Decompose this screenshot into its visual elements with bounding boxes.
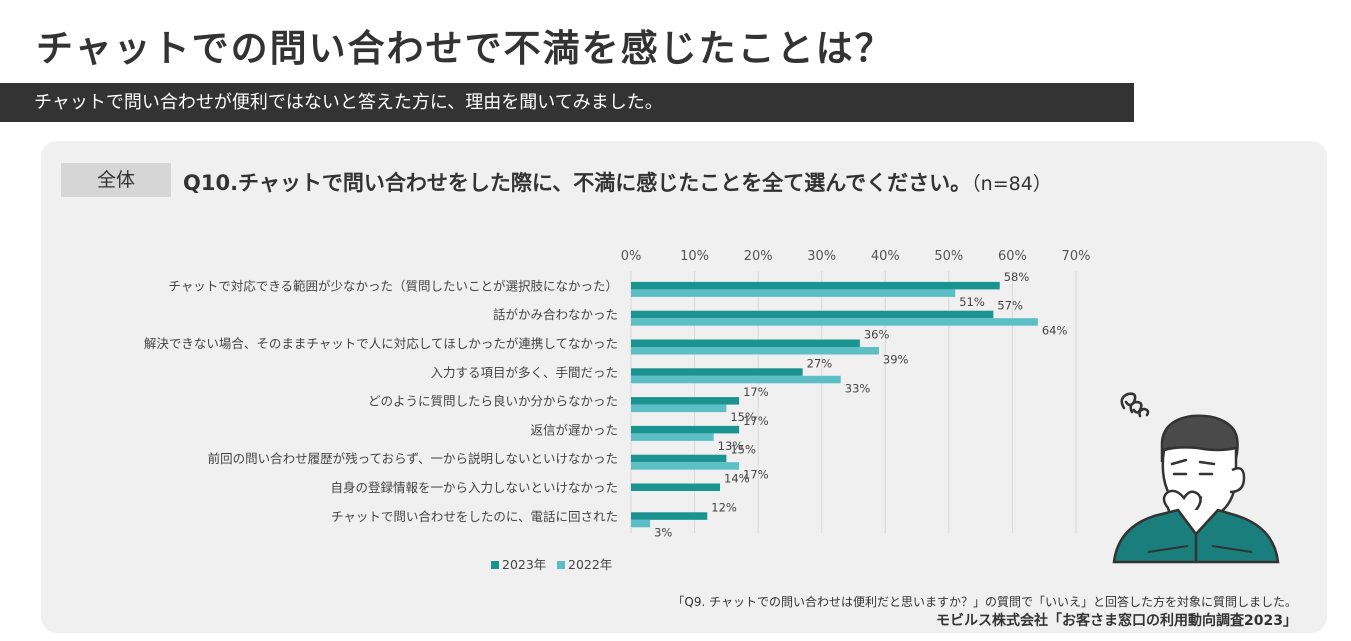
category-label: 話がかみ合わなかった — [493, 307, 618, 322]
question-title: Q10.チャットで問い合わせをした際に、不満に感じたことを全て選んでください。（… — [183, 167, 1052, 197]
bar-2022年 — [631, 433, 714, 441]
category-label: 入力する項目が多く、手間だった — [430, 365, 618, 380]
legend-swatch — [491, 561, 499, 569]
source-credit: モビルス株式会社「お客さま窓口の利用動向調査2023」 — [936, 613, 1297, 629]
x-tick-label: 70% — [1062, 249, 1091, 264]
category-label: チャットで問い合わせをしたのに、電話に回された — [331, 509, 618, 524]
data-label: 33% — [845, 381, 871, 395]
x-tick-label: 10% — [680, 249, 709, 264]
bar-2022年 — [631, 404, 727, 413]
bar-2023年 — [631, 454, 727, 463]
survey-note: 「Q9. チャットでの問い合わせは便利だと思いますか？」の質問で「いいえ」と回答… — [672, 595, 1297, 609]
subtitle-bar: チャットで問い合わせが便利ではないと答えた方に、理由を聞いてみました。 — [0, 83, 1134, 122]
category-label: どのように質問したら良いか分からなかった — [368, 394, 618, 409]
x-tick-label: 30% — [807, 249, 836, 264]
bar-2022年 — [631, 289, 956, 297]
category-label: 返信が遅かった — [530, 422, 618, 437]
segment-badge: 全体 — [61, 163, 171, 197]
chart-panel: 全体 Q10.チャットで問い合わせをした際に、不満に感じたことを全て選んでくださ… — [41, 141, 1327, 633]
bar-2023年 — [631, 425, 740, 434]
data-label: 14% — [724, 472, 750, 486]
data-label: 58% — [1004, 270, 1030, 284]
bar-2023年 — [631, 483, 720, 491]
bar-2023年 — [631, 281, 1000, 290]
data-label: 13% — [718, 439, 744, 453]
data-label: 15% — [730, 443, 756, 457]
bar-2022年 — [631, 318, 1038, 326]
data-label: 12% — [711, 500, 737, 514]
bar-2023年 — [631, 310, 994, 319]
bar-2023年 — [631, 512, 708, 520]
category-label: 解決できない場合、そのままチャットで人に対応してほしかったが連携してなかった — [144, 336, 618, 351]
confused-man-icon — [1112, 392, 1280, 564]
data-label: 39% — [883, 353, 909, 367]
x-tick-label: 60% — [998, 249, 1027, 264]
data-label: 57% — [997, 299, 1023, 313]
bar-2023年 — [631, 339, 860, 347]
main-title: チャットでの問い合わせで不満を感じたことは？ — [36, 27, 894, 70]
bar-2022年 — [631, 375, 841, 384]
question-text: Q10.チャットで問い合わせをした際に、不満に感じたことを全て選んでください。 — [183, 171, 972, 195]
x-tick-label: 20% — [744, 249, 773, 264]
data-label: 3% — [654, 525, 672, 539]
sample-size: （n=84） — [971, 173, 1052, 195]
bar-2022年 — [631, 462, 740, 470]
bar-2023年 — [631, 368, 803, 376]
bar-chart: 0% 10% 20% 30% 40% 50% 60% 70% チャットで対応できる範囲が少なかっ… — [144, 249, 1091, 572]
x-tick-label: 50% — [934, 249, 963, 264]
bar-2022年 — [631, 347, 879, 355]
category-label: 自身の登録情報を一から入力しないといけなかった — [330, 480, 618, 495]
legend-swatch — [557, 561, 565, 569]
data-label: 17% — [743, 414, 769, 428]
legend-label: 2023年 — [502, 557, 546, 572]
data-label: 51% — [959, 295, 985, 309]
legend-label: 2022年 — [568, 557, 612, 572]
data-label: 17% — [743, 468, 769, 482]
data-label: 15% — [730, 410, 756, 424]
data-label: 36% — [864, 328, 890, 342]
data-label: 17% — [743, 385, 769, 399]
category-label: 前回の問い合わせ履歴が残っておらず、一から説明しないといけなかった — [208, 451, 618, 466]
x-tick-label: 40% — [871, 249, 900, 264]
bar-2022年 — [631, 519, 651, 528]
data-label: 27% — [807, 356, 833, 370]
data-label: 64% — [1042, 324, 1068, 338]
category-label: チャットで対応できる範囲が少なかった（質問したいことが選択肢になかった） — [168, 278, 618, 293]
bar-2023年 — [631, 397, 740, 405]
x-tick-label: 0% — [621, 249, 642, 264]
